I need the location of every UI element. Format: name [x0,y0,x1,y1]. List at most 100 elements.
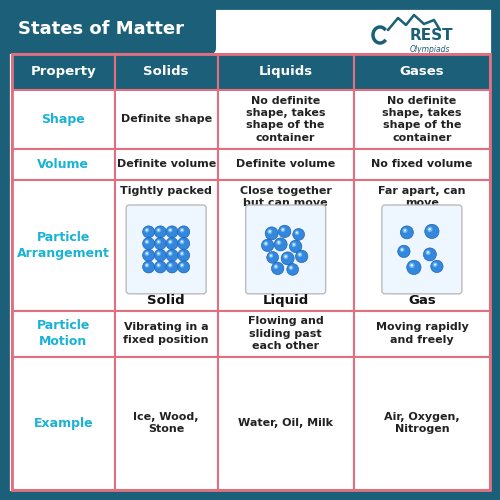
Circle shape [287,264,298,276]
Circle shape [290,240,302,252]
Circle shape [168,263,172,268]
Bar [354,148,490,180]
Circle shape [265,227,278,240]
Circle shape [262,239,274,252]
Circle shape [181,252,183,254]
Bar [12,90,115,148]
Bar [218,90,354,148]
Circle shape [430,260,443,272]
Bar [115,356,218,490]
Text: No definite
shape, takes
shape of the
container: No definite shape, takes shape of the co… [382,96,462,143]
Circle shape [169,264,172,266]
Bar [354,180,490,311]
Circle shape [166,238,178,250]
FancyBboxPatch shape [126,205,206,294]
Bar [115,180,218,311]
Circle shape [433,262,438,267]
Bar [115,54,218,90]
Text: Moving rapidly
and freely: Moving rapidly and freely [376,322,468,345]
Text: Liquids: Liquids [258,66,312,78]
Circle shape [154,250,166,262]
Text: Air, Oxygen,
Nitrogen: Air, Oxygen, Nitrogen [384,412,460,434]
FancyBboxPatch shape [4,4,216,54]
Text: Olympiads: Olympiads [410,45,451,54]
Circle shape [154,238,166,250]
Text: No definite
shape, takes
shape of the
container: No definite shape, takes shape of the co… [246,96,326,143]
Text: Shape: Shape [42,112,86,126]
Circle shape [156,228,161,232]
Circle shape [268,229,272,234]
Text: Solids: Solids [144,66,189,78]
Circle shape [400,226,413,239]
Circle shape [267,252,278,264]
Circle shape [264,242,268,246]
Circle shape [142,226,154,238]
Circle shape [180,228,184,232]
Text: Particle
Arrangement: Particle Arrangement [17,231,110,260]
Circle shape [142,238,154,250]
Text: Definite shape: Definite shape [120,114,212,124]
Circle shape [144,240,149,244]
Circle shape [181,229,183,231]
Circle shape [156,240,161,244]
Circle shape [409,262,414,268]
Circle shape [434,264,436,266]
Circle shape [146,240,148,243]
Bar [115,148,218,180]
Circle shape [293,228,304,240]
Bar [12,180,115,311]
Circle shape [426,250,430,255]
Bar [12,148,115,180]
Circle shape [166,226,178,238]
Bar [354,356,490,490]
Circle shape [142,250,154,262]
Bar [218,311,354,356]
Bar [12,311,115,356]
Circle shape [278,225,291,237]
Circle shape [284,254,288,259]
Circle shape [298,254,301,256]
Circle shape [156,263,161,268]
Text: Definite volume: Definite volume [236,160,336,170]
Circle shape [296,232,298,234]
Circle shape [180,240,184,244]
Circle shape [166,261,178,273]
Text: Volume: Volume [38,158,90,171]
Circle shape [142,261,154,273]
Circle shape [181,264,183,266]
Circle shape [180,263,184,268]
Circle shape [290,266,292,268]
Bar [12,54,115,90]
Text: Tightly packed: Tightly packed [120,186,212,196]
Circle shape [156,252,161,256]
Circle shape [144,228,149,232]
Circle shape [270,254,272,256]
Text: Vibrating in a
fixed position: Vibrating in a fixed position [124,322,209,345]
Circle shape [404,230,406,232]
Circle shape [154,261,166,273]
Circle shape [168,240,172,244]
Circle shape [146,264,148,266]
Circle shape [169,252,172,254]
Text: Water, Oil, Milk: Water, Oil, Milk [238,418,333,428]
Text: Close together
but can move: Close together but can move [240,186,332,208]
FancyBboxPatch shape [8,8,492,492]
Circle shape [180,252,184,256]
Circle shape [178,261,190,273]
Bar [12,54,490,490]
Bar [115,90,218,148]
Circle shape [181,240,183,243]
Circle shape [401,248,403,250]
FancyBboxPatch shape [246,205,326,294]
Bar [218,54,354,90]
Text: Particle
Motion: Particle Motion [36,319,90,348]
Circle shape [274,238,287,251]
Circle shape [144,263,149,268]
Circle shape [166,250,178,262]
Text: Example: Example [34,417,93,430]
Circle shape [424,224,439,238]
Text: Property: Property [30,66,96,78]
Text: Ice, Wood,
Stone: Ice, Wood, Stone [134,412,199,434]
Circle shape [146,229,148,231]
Circle shape [169,229,172,231]
